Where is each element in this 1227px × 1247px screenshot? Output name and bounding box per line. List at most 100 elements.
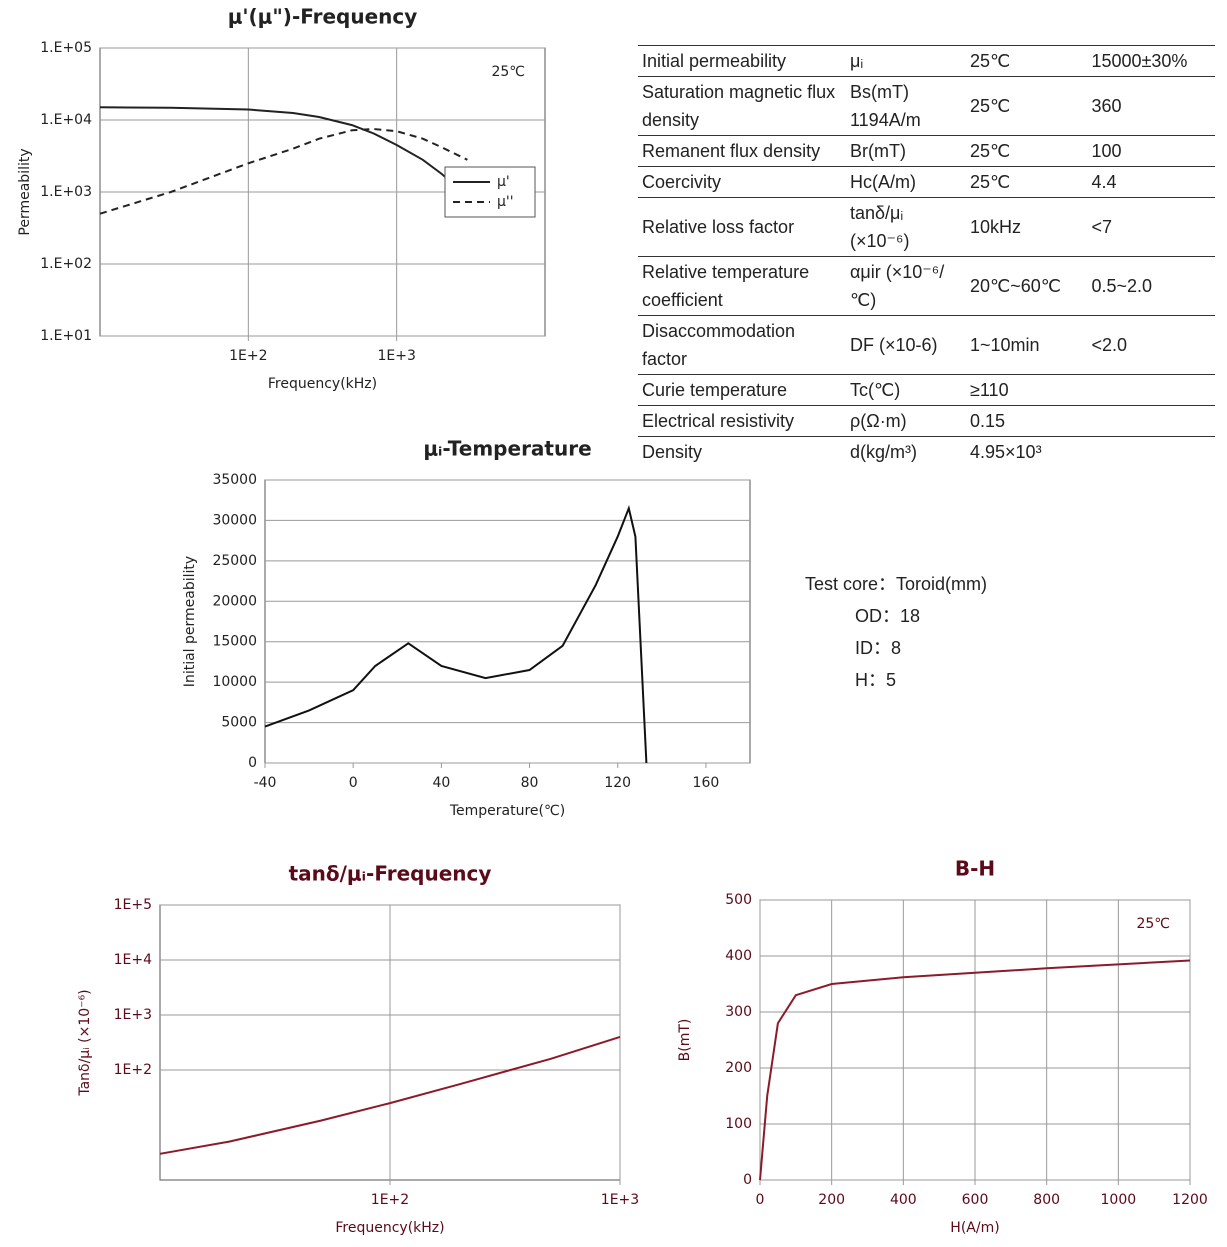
y-tick-label: 35000: [212, 472, 257, 488]
y-tick-label: 500: [725, 892, 752, 908]
table-cell: Remanent flux density: [638, 135, 846, 167]
table-cell: 25℃: [966, 76, 1088, 136]
y-tick-label: 0: [248, 755, 257, 771]
table-cell: 0.15: [966, 405, 1215, 437]
series-line: [264, 504, 648, 764]
table-cell: 4.95×10³: [966, 436, 1215, 467]
table-cell: Coercivity: [638, 166, 846, 198]
chart-title: tanδ/μᵢ-Frequency: [289, 862, 492, 886]
table-row: Saturation magnetic flux density Bs(mT) 1…: [638, 76, 1215, 136]
y-tick-label: 1E+5: [114, 897, 152, 913]
x-tick-label: 1E+2: [371, 1192, 409, 1208]
x-tick-label: 1E+2: [229, 348, 267, 364]
y-axis-label: Permeability: [17, 148, 33, 235]
y-tick-label: 10000: [212, 674, 257, 690]
chart-title: μᵢ-Temperature: [423, 437, 591, 461]
test-core: Test core：Toroid(mm) OD：18 ID：8 H：5: [805, 568, 987, 696]
table-cell: 20℃~60℃: [966, 256, 1088, 316]
table-cell: Relative temperature coefficient: [638, 256, 846, 316]
table-cell: 100: [1087, 135, 1215, 167]
legend-label: μ'': [497, 194, 514, 210]
test-core-line: OD：18: [855, 606, 921, 626]
table-cell: 15000±30%: [1087, 45, 1215, 77]
y-tick-label: 1.E+01: [40, 328, 92, 344]
y-tick-label: 1.E+05: [40, 40, 92, 56]
table-cell: Curie temperature: [638, 374, 846, 406]
series-line: [99, 106, 469, 197]
x-axis-label: Frequency(kHz): [268, 376, 377, 392]
table-cell: 25℃: [966, 45, 1088, 77]
table-cell: Density: [638, 436, 846, 467]
table-cell: Bs(mT) 1194A/m: [846, 76, 966, 136]
test-core-line: H：5: [855, 670, 897, 690]
x-tick-label: 200: [818, 1192, 845, 1208]
y-axis-label: Initial permeability: [182, 556, 198, 687]
x-tick-label: 800: [1033, 1192, 1060, 1208]
table-row: Relative loss factor tanδ/μᵢ (×10⁻⁶) 10kHz…: [638, 197, 1215, 257]
y-tick-label: 200: [725, 1060, 752, 1076]
x-tick-label: 1000: [1101, 1192, 1137, 1208]
y-tick-label: 25000: [212, 553, 257, 569]
table-row: Remanent flux density Br(mT) 25℃ 100: [638, 135, 1215, 167]
x-tick-label: 1E+3: [601, 1192, 639, 1208]
y-tick-label: 1.E+04: [40, 112, 92, 128]
x-tick-label: 40: [432, 775, 450, 791]
table-cell: Br(mT): [846, 135, 966, 167]
x-tick-label: 0: [349, 775, 358, 791]
table-cell: Hc(A/m): [846, 166, 966, 198]
y-tick-label: 1E+2: [114, 1062, 152, 1078]
series-line: [99, 127, 468, 215]
legend-label: μ': [497, 174, 510, 190]
legend-box: [444, 166, 536, 218]
table-cell: ≥110: [966, 374, 1215, 406]
table-cell: 10kHz: [966, 197, 1088, 257]
x-axis-label: Temperature(℃): [449, 803, 565, 819]
table-cell: 1~10min: [966, 315, 1088, 375]
table-row: Initial permeability μᵢ 25℃ 15000±30%: [638, 45, 1215, 77]
table-cell: Disaccommodation factor: [638, 315, 846, 375]
y-tick-label: 1E+4: [114, 952, 152, 968]
table-cell: 25℃: [966, 135, 1088, 167]
x-tick-label: 600: [962, 1192, 989, 1208]
table-cell: <7: [1087, 197, 1215, 257]
table-row: Coercivity Hc(A/m) 25℃ 4.4: [638, 166, 1215, 198]
x-tick-label: -40: [254, 775, 277, 791]
x-axis-label: Frequency(kHz): [335, 1220, 444, 1236]
x-axis-label: H(A/m): [950, 1220, 999, 1236]
table-cell: Electrical resistivity: [638, 405, 846, 437]
y-axis-label: Tanδ/μᵢ (×10⁻⁶): [77, 989, 93, 1096]
table-cell: d(kg/m³): [846, 436, 966, 467]
chart-title: μ'(μ")-Frequency: [228, 5, 418, 29]
plot-frame: [264, 479, 751, 764]
table-row: Disaccommodation factor DF (×10-6) 1~10min…: [638, 315, 1215, 375]
y-tick-label: 15000: [212, 634, 257, 650]
chart-title: B-H: [955, 857, 995, 881]
table-cell: 4.4: [1087, 166, 1215, 198]
table-cell: Tc(℃): [846, 374, 966, 406]
table-cell: μᵢ: [846, 45, 966, 77]
y-tick-label: 30000: [212, 512, 257, 528]
x-tick-label: 0: [756, 1192, 765, 1208]
x-tick-label: 120: [604, 775, 631, 791]
y-axis-label: B(mT): [677, 1019, 693, 1062]
property-table: Initial permeability μᵢ 25℃ 15000±30% Satura…: [638, 45, 1215, 467]
table-cell: Relative loss factor: [638, 197, 846, 257]
y-tick-label: 5000: [221, 715, 257, 731]
table-cell: 360: [1087, 76, 1215, 136]
table-cell: 0.5~2.0: [1087, 256, 1215, 316]
x-tick-label: 1E+3: [377, 348, 415, 364]
y-tick-label: 0: [743, 1172, 752, 1188]
table-row: Curie temperature Tc(℃) ≥110: [638, 374, 1215, 406]
y-tick-label: 400: [725, 948, 752, 964]
test-core-title: Test core：Toroid(mm): [805, 574, 988, 594]
table-cell: ρ(Ω·m): [846, 405, 966, 437]
series-line: [159, 1035, 621, 1155]
y-tick-label: 1E+3: [114, 1007, 152, 1023]
x-tick-label: 400: [890, 1192, 917, 1208]
x-tick-label: 80: [521, 775, 539, 791]
table-cell: 25℃: [966, 166, 1088, 198]
y-tick-label: 20000: [212, 593, 257, 609]
y-tick-label: 100: [725, 1116, 752, 1132]
